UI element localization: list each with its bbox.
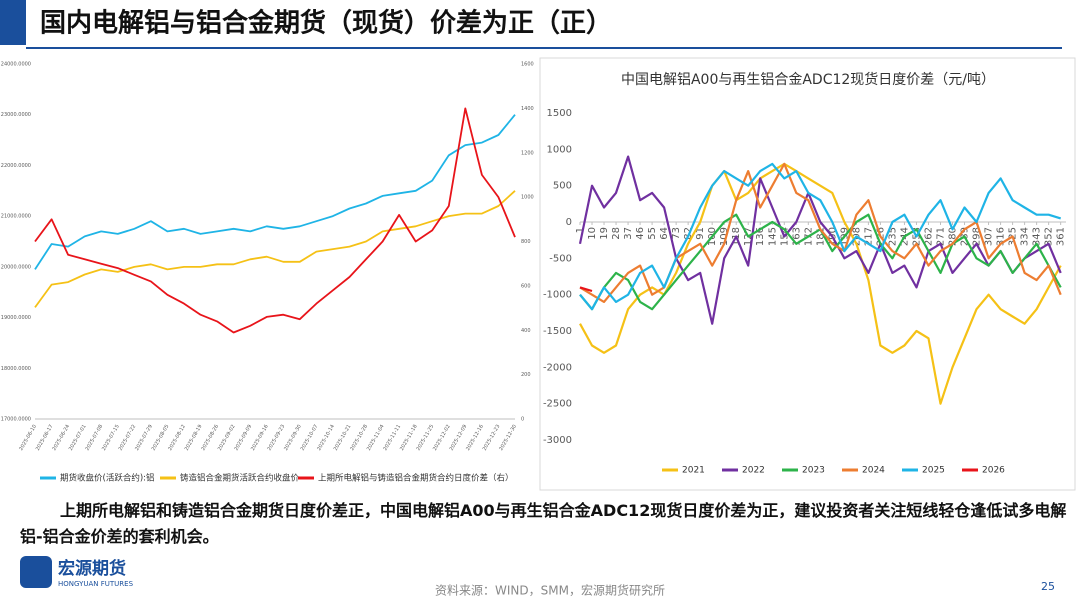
y-tick-label: 0 bbox=[566, 217, 572, 228]
x-tick-label: 28 bbox=[611, 227, 622, 240]
series-line bbox=[579, 286, 593, 293]
y2-tick-label: 0 bbox=[521, 417, 524, 423]
body-text: 上期所电解铝和铸造铝合金期货日度价差正，中国电解铝A00与再生铝合金ADC12现… bbox=[20, 501, 1067, 546]
y-tick-label: 23000.0000 bbox=[1, 112, 31, 118]
y2-tick-label: 1400 bbox=[521, 106, 534, 112]
y-tick-label: 20000.0000 bbox=[1, 264, 31, 270]
x-tick-label: 19 bbox=[599, 227, 610, 240]
legend-label: 2026 bbox=[982, 466, 1005, 476]
y-tick-label: -2000 bbox=[543, 362, 572, 373]
page-number: 25 bbox=[1041, 580, 1055, 593]
series-line bbox=[34, 107, 516, 334]
x-tick-label: 163 bbox=[791, 227, 802, 246]
y-tick-label: -1500 bbox=[543, 326, 572, 337]
legend-label: 2022 bbox=[742, 466, 765, 476]
x-tick-label: 307 bbox=[984, 227, 995, 246]
y2-tick-label: 1000 bbox=[521, 195, 534, 201]
y-tick-label: 500 bbox=[553, 181, 572, 192]
logo-icon bbox=[20, 556, 52, 588]
y-tick-label: 22000.0000 bbox=[1, 163, 31, 169]
x-tick-label: 64 bbox=[659, 227, 670, 240]
x-tick-label: 361 bbox=[1056, 227, 1067, 246]
y2-tick-label: 400 bbox=[521, 328, 531, 334]
x-tick-label: 55 bbox=[647, 227, 658, 240]
x-tick-label: 91 bbox=[695, 227, 706, 240]
series-line bbox=[34, 114, 516, 270]
x-tick-label: 316 bbox=[996, 227, 1007, 246]
x-tick-label: 46 bbox=[635, 227, 646, 240]
x-tick-label: 235 bbox=[887, 227, 898, 246]
y-tick-label: 17000.0000 bbox=[1, 417, 31, 423]
legend-label: 铸造铝合金期货活跃合约收盘价 bbox=[180, 473, 300, 484]
x-tick-label: 262 bbox=[923, 227, 934, 246]
x-tick-label: 352 bbox=[1044, 227, 1055, 246]
x-tick-label: 280 bbox=[948, 227, 959, 246]
legend-label: 2021 bbox=[682, 466, 705, 476]
x-tick-label: 145 bbox=[767, 227, 778, 246]
legend-label: 上期所电解铝与铸造铝合金期货合约日度价差（右） bbox=[318, 473, 514, 484]
chart-frame bbox=[539, 57, 1076, 491]
legend-label: 期货收盘价(活跃合约):铝 bbox=[60, 473, 155, 484]
y-tick-label: 19000.0000 bbox=[1, 315, 31, 321]
y2-tick-label: 600 bbox=[521, 283, 531, 289]
y-tick-label: 24000.0000 bbox=[1, 62, 31, 68]
y-tick-label: 18000.0000 bbox=[1, 366, 31, 372]
x-tick-label: 136 bbox=[755, 227, 766, 246]
y-tick-label: -3000 bbox=[543, 435, 572, 446]
slide-title: 国内电解铝与铝合金期货（现货）价差为正（正） bbox=[40, 8, 612, 39]
x-tick-label: 343 bbox=[1032, 227, 1043, 246]
logo-text: 宏源期货 bbox=[58, 558, 126, 579]
legend-label: 2025 bbox=[922, 466, 945, 476]
y2-tick-label: 200 bbox=[521, 372, 531, 378]
y-tick-label: 21000.0000 bbox=[1, 214, 31, 220]
x-tick-label: 1 bbox=[575, 227, 586, 233]
series-line bbox=[579, 162, 1062, 303]
y2-tick-label: 1200 bbox=[521, 150, 534, 156]
x-tick-label: 298 bbox=[972, 227, 983, 246]
y2-tick-label: 800 bbox=[521, 239, 531, 245]
chart-title: 中国电解铝A00与再生铝合金ADC12现货日度价差（元/吨） bbox=[621, 71, 995, 88]
x-tick-label: 181 bbox=[815, 227, 826, 246]
x-tick-label: 73 bbox=[671, 227, 682, 240]
y-tick-label: 1000 bbox=[547, 144, 572, 155]
y-tick-label: -1000 bbox=[543, 290, 572, 301]
x-tick-label: 334 bbox=[1020, 227, 1031, 246]
x-tick-label: 217 bbox=[863, 227, 874, 246]
x-tick-label: 2025-12-30 bbox=[498, 424, 518, 452]
x-tick-label: 109 bbox=[719, 227, 730, 246]
x-tick-label: 271 bbox=[935, 227, 946, 246]
y-tick-label: 1500 bbox=[547, 108, 572, 119]
series-line bbox=[34, 190, 516, 308]
y-tick-label: -500 bbox=[549, 253, 572, 264]
source: 资料来源：WIND，SMM，宏源期货研究所 bbox=[435, 583, 665, 598]
y-tick-label: -2500 bbox=[543, 399, 572, 410]
series-line bbox=[578, 155, 1062, 325]
legend-label: 2024 bbox=[862, 466, 885, 476]
y2-tick-label: 1600 bbox=[521, 62, 534, 68]
series-line bbox=[579, 162, 1062, 405]
title-accent bbox=[0, 0, 26, 45]
logo-en: HONGYUAN FUTURES bbox=[58, 580, 134, 588]
legend-label: 2023 bbox=[802, 466, 825, 476]
x-tick-label: 10 bbox=[587, 227, 598, 240]
x-tick-label: 37 bbox=[623, 227, 634, 240]
series-line bbox=[579, 162, 1062, 311]
